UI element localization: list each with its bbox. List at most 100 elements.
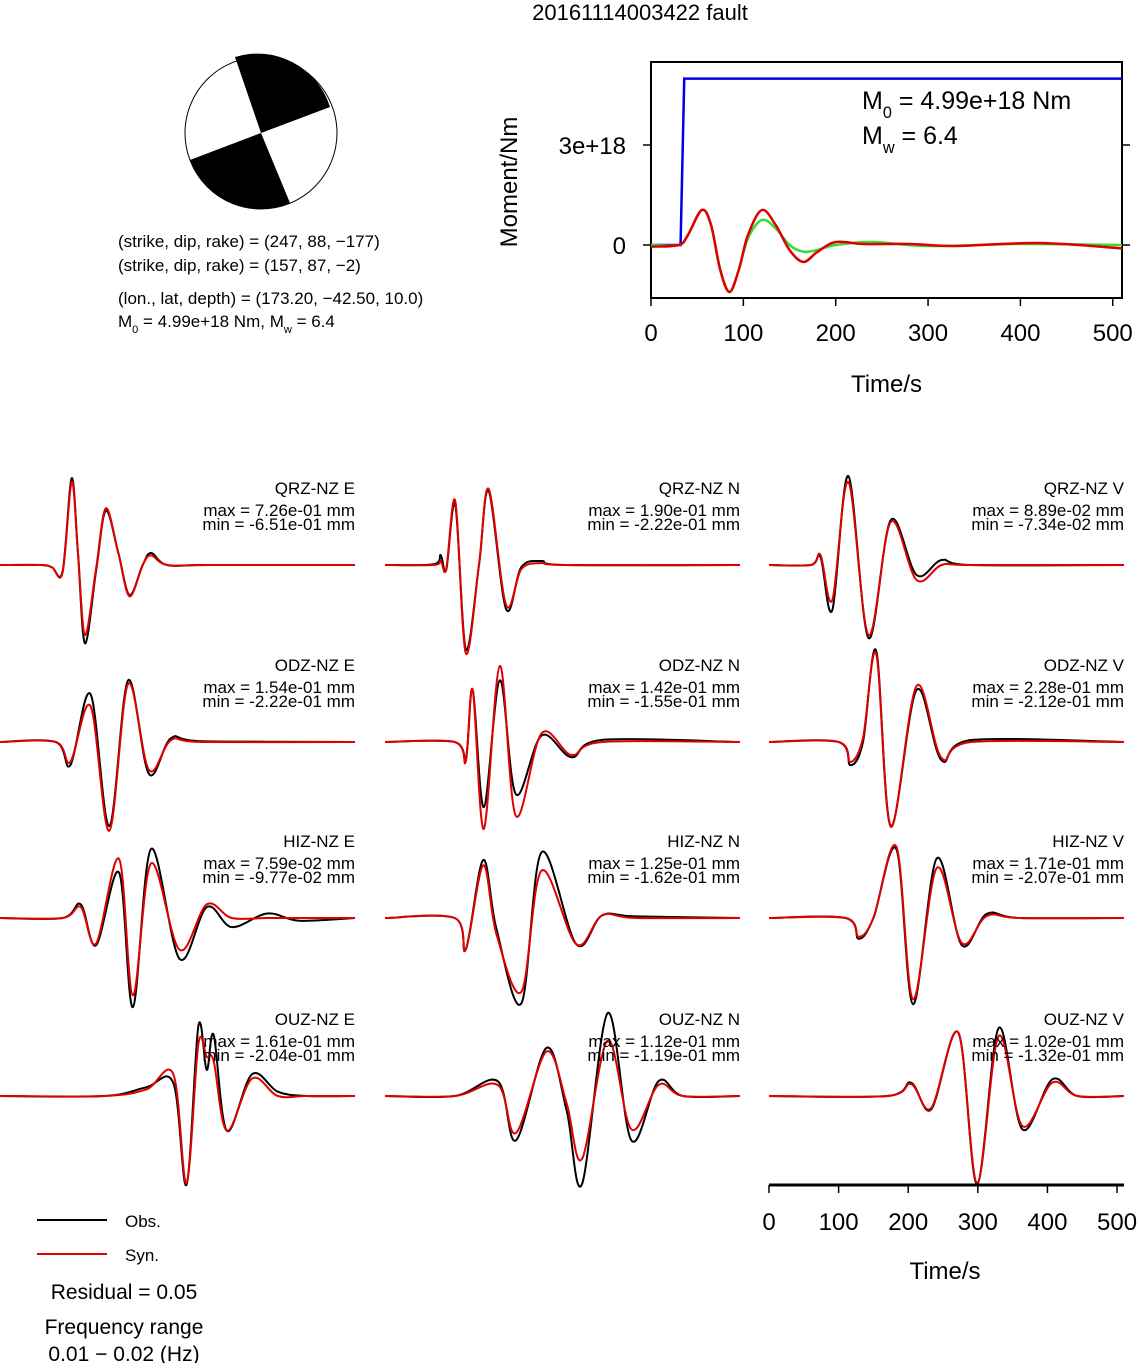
y-tick-label: 3e+18	[559, 133, 626, 160]
x-axis-label: Time/s	[909, 1258, 980, 1285]
min-label: min = -1.55e-01 mm	[587, 692, 740, 711]
station-label: OUZ-NZ V	[1044, 1010, 1125, 1029]
mechanism-text: M0 = 4.99e+18 Nm, Mw = 6.4	[118, 312, 335, 336]
x-tick-label: 200	[888, 1209, 928, 1236]
subscript: w	[882, 139, 895, 157]
station-label: OUZ-NZ N	[659, 1010, 740, 1029]
mechanism-text: (lon., lat, depth) = (173.20, −42.50, 10…	[118, 289, 423, 308]
max-label: max = 7.59e-02 mm	[203, 854, 355, 873]
station-label: QRZ-NZ N	[659, 479, 740, 498]
x-tick-label: 0	[762, 1209, 775, 1236]
note: Frequency range	[45, 1316, 204, 1339]
synthetic-trace	[384, 664, 741, 830]
station-label: ODZ-NZ N	[659, 656, 740, 675]
x-tick-label: 300	[908, 320, 948, 347]
min-label: min = -2.04e-01 mm	[202, 1046, 355, 1065]
mechanism-text: (strike, dip, rake) = (157, 87, −2)	[118, 256, 361, 275]
synthetic-trace	[0, 682, 356, 832]
synthetic-trace	[768, 1030, 1125, 1184]
x-tick-label: 400	[1027, 1209, 1067, 1236]
y-axis-label: Moment/Nm	[496, 117, 523, 248]
synthetic-trace	[0, 1035, 355, 1184]
station-label: ODZ-NZ E	[275, 656, 355, 675]
y-tick-label: 0	[613, 233, 626, 260]
figure-title: 20161114003422 fault	[532, 0, 748, 25]
text-part: = 6.4	[292, 312, 335, 331]
max-label: max = 1.71e-01 mm	[972, 854, 1124, 873]
x-tick-label: 200	[816, 320, 856, 347]
x-tick-label: 100	[819, 1209, 859, 1236]
synthetic-trace	[768, 480, 1124, 637]
x-axis-label: Time/s	[851, 371, 922, 398]
observed-trace	[768, 846, 1125, 1006]
synthetic-trace	[384, 487, 741, 655]
x-tick-label: 0	[644, 320, 657, 347]
beachball	[184, 53, 338, 210]
min-label: min = -1.62e-01 mm	[587, 868, 740, 887]
min-label: min = -2.22e-01 mm	[202, 692, 355, 711]
text-part: = 6.4	[895, 122, 958, 150]
moment-curve	[650, 208, 1123, 294]
text-part: M	[862, 122, 883, 150]
plot-frame	[650, 61, 1123, 299]
compressional-quadrant	[235, 53, 330, 134]
min-label: min = -9.77e-02 mm	[202, 868, 355, 887]
max-label: max = 2.28e-01 mm	[972, 678, 1124, 697]
observed-trace	[384, 1012, 741, 1188]
moment-curve	[650, 208, 1123, 294]
min-label: min = -2.22e-01 mm	[587, 515, 740, 534]
note: 0.01 − 0.02 (Hz)	[48, 1343, 199, 1363]
station-label: HIZ-NZ N	[667, 832, 740, 851]
annotation: Mw = 6.4	[862, 122, 958, 157]
min-label: min = -1.19e-01 mm	[587, 1046, 740, 1065]
synthetic-trace	[0, 857, 355, 997]
x-tick-label: 500	[1093, 320, 1133, 347]
synthetic-trace	[768, 844, 1125, 1001]
text-part: = 4.99e+18 Nm	[892, 87, 1071, 115]
synthetic-trace	[384, 864, 741, 995]
station-label: QRZ-NZ V	[1044, 479, 1125, 498]
compressional-quadrant	[190, 133, 290, 209]
min-label: min = -7.34e-02 mm	[971, 515, 1124, 534]
min-label: min = -6.51e-01 mm	[202, 515, 355, 534]
subscript: 0	[132, 324, 138, 336]
synthetic-trace	[384, 1039, 741, 1162]
max-label: max = 1.54e-01 mm	[203, 678, 355, 697]
legend-label: Obs.	[125, 1212, 161, 1231]
max-label: max = 1.42e-01 mm	[588, 678, 740, 697]
max-label: max = 1.61e-01 mm	[203, 1032, 355, 1051]
x-tick-label: 300	[958, 1209, 998, 1236]
max-label: max = 7.26e-01 mm	[203, 501, 355, 520]
note: Residual = 0.05	[51, 1281, 198, 1304]
min-label: min = -2.07e-01 mm	[971, 868, 1124, 887]
station-label: QRZ-NZ E	[275, 479, 355, 498]
min-label: min = -1.32e-01 mm	[971, 1046, 1124, 1065]
x-tick-label: 100	[723, 320, 763, 347]
max-label: max = 1.25e-01 mm	[588, 854, 740, 873]
max-label: max = 1.12e-01 mm	[588, 1032, 740, 1051]
max-label: max = 1.90e-01 mm	[588, 501, 740, 520]
x-tick-label: 400	[1000, 320, 1040, 347]
mechanism-text: (strike, dip, rake) = (247, 88, −177)	[118, 232, 380, 251]
station-label: HIZ-NZ E	[283, 832, 355, 851]
synthetic-trace	[768, 651, 1125, 828]
min-label: min = -2.12e-01 mm	[971, 692, 1124, 711]
observed-trace	[768, 648, 1125, 828]
text-part: M	[862, 87, 883, 115]
x-tick-label: 500	[1097, 1209, 1137, 1236]
station-label: OUZ-NZ E	[275, 1010, 355, 1029]
legend-label: Syn.	[125, 1246, 159, 1265]
